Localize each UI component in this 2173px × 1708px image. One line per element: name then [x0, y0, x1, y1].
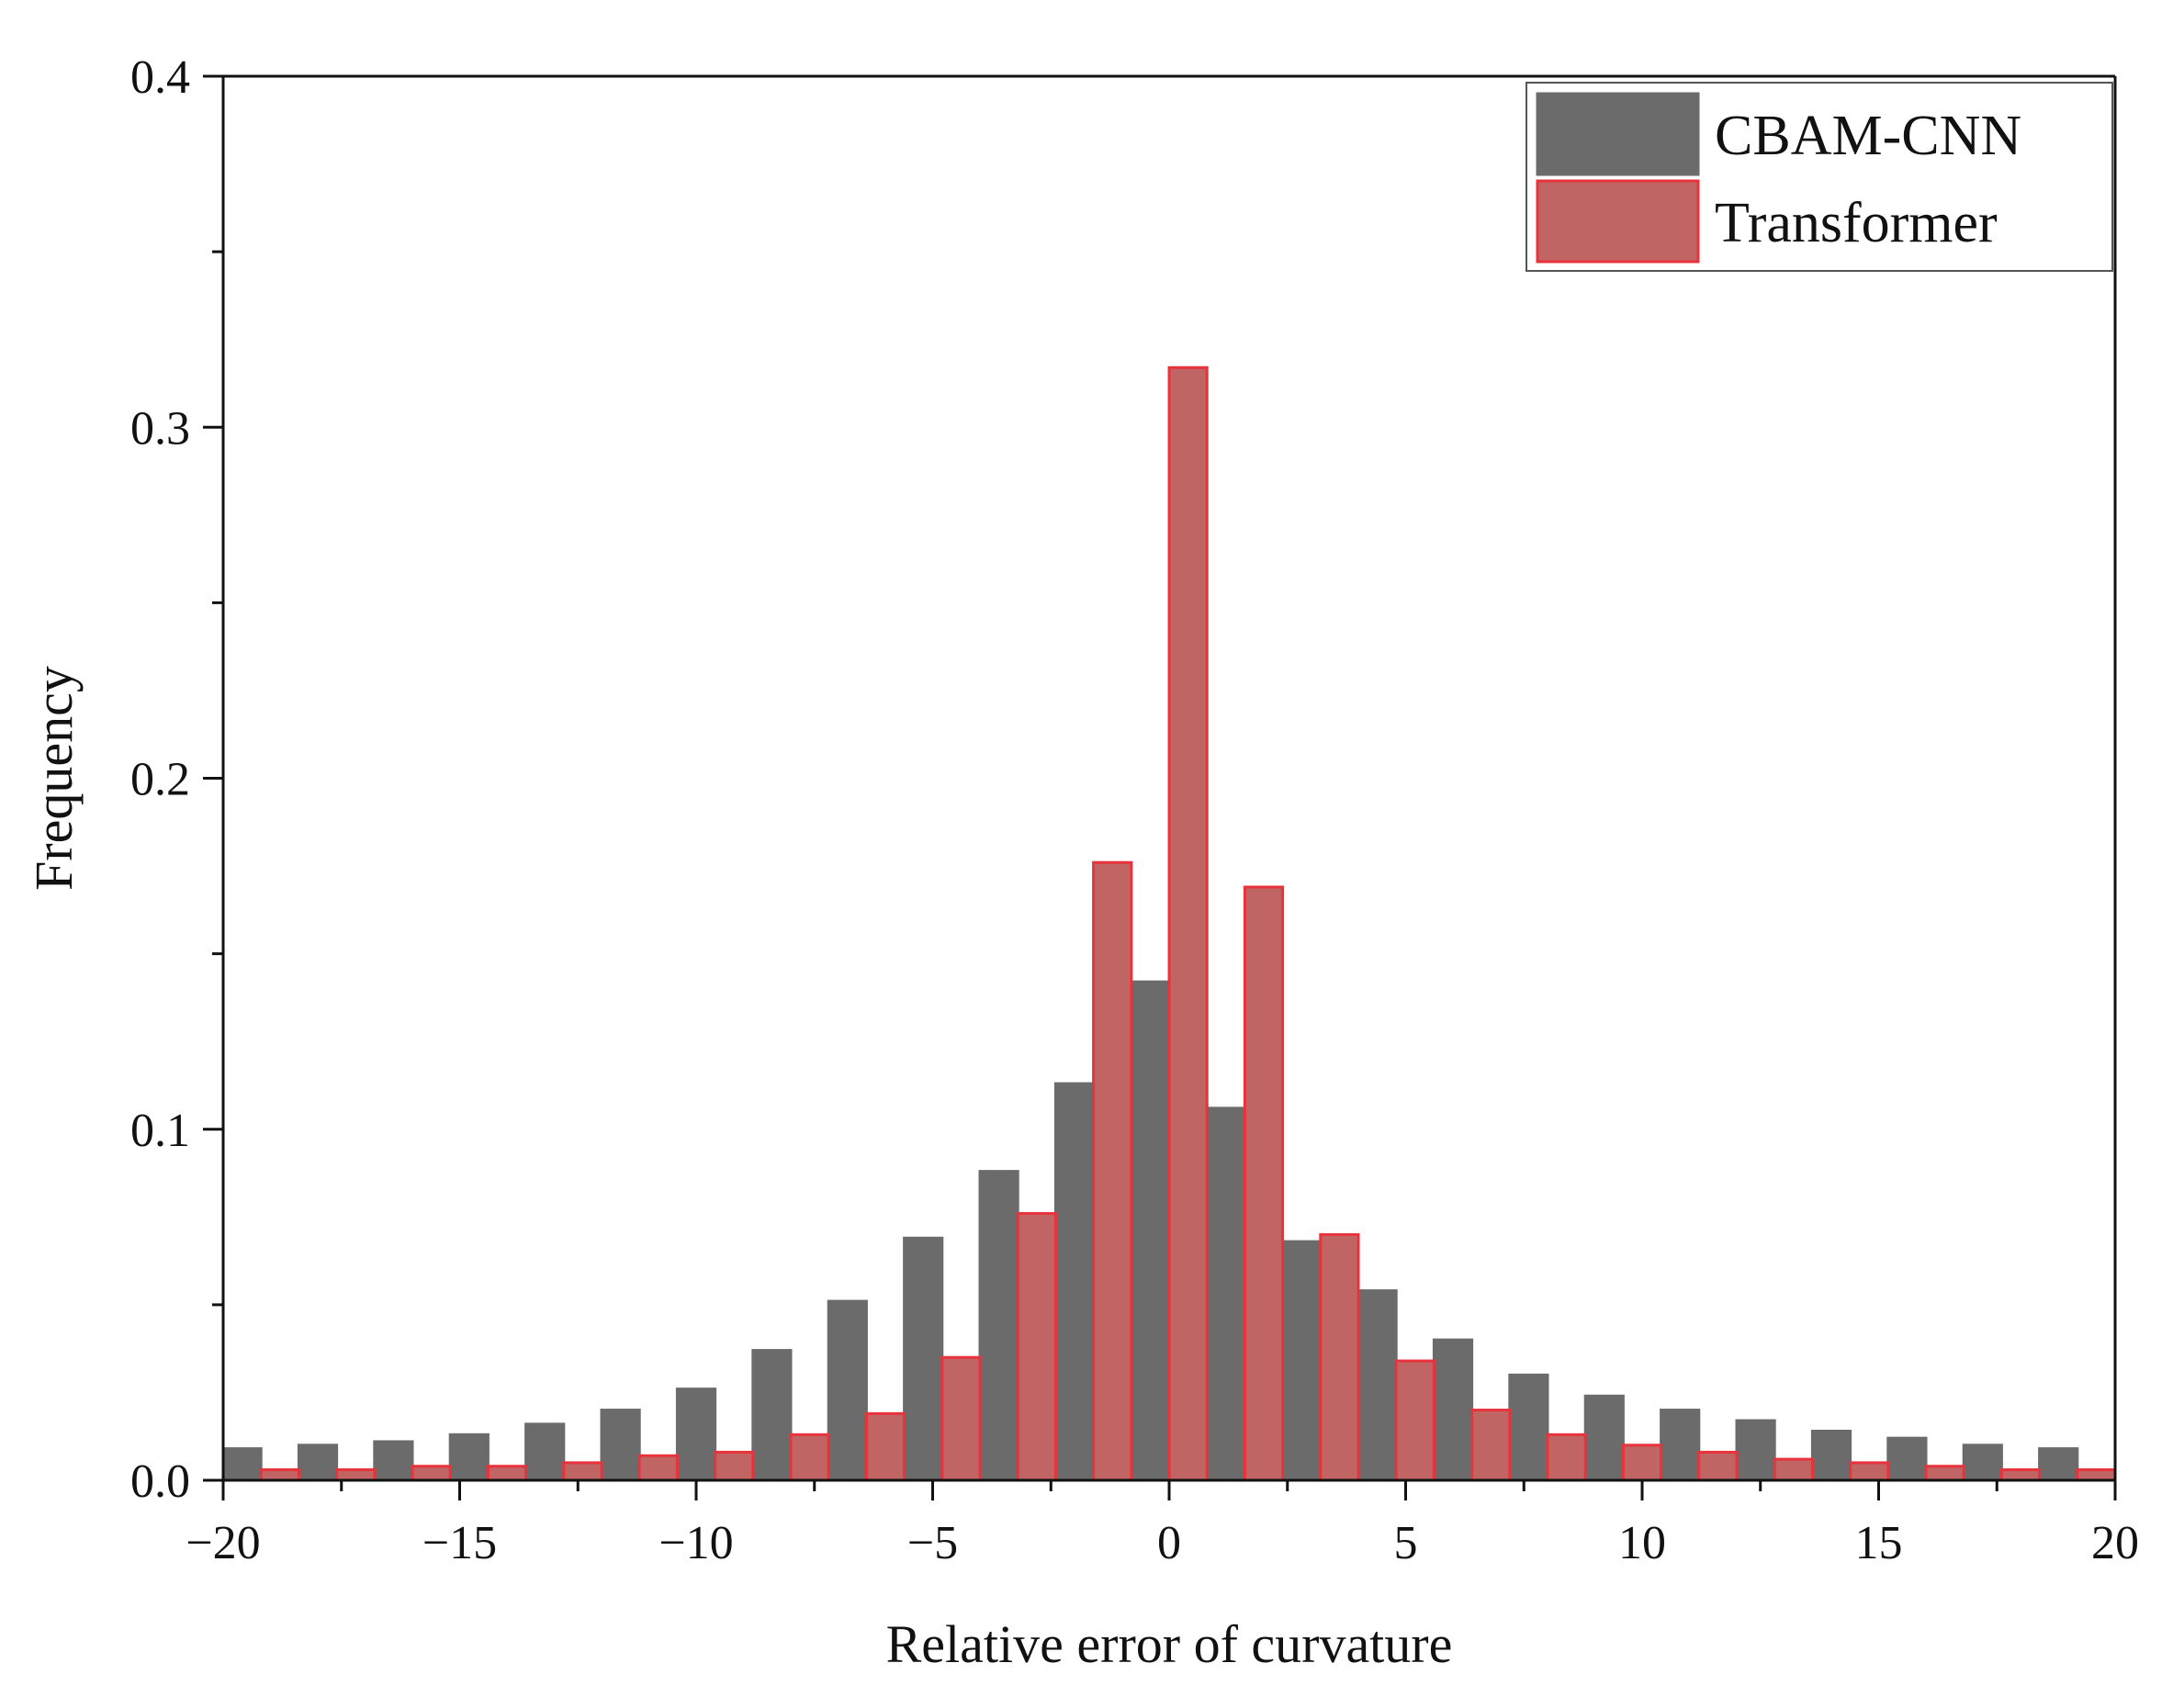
x-tick-label: 0: [1157, 1517, 1181, 1569]
legend-label-cbam-cnn: CBAM-CNN: [1715, 105, 2021, 167]
bar-transformer-21: [1849, 1461, 1890, 1482]
bar-transformer-20: [1773, 1457, 1814, 1482]
bar-transformer-8: [864, 1411, 906, 1482]
y-axis-title: Frequency: [24, 666, 84, 891]
bar-transformer-6: [714, 1450, 755, 1482]
bar-cbam-cnn-18: [1583, 1394, 1625, 1482]
y-tick-label: 0.4: [130, 51, 190, 104]
bar-transformer-10: [1016, 1211, 1057, 1482]
bar-transformer-17: [1546, 1433, 1587, 1482]
bar-transformer-4: [562, 1461, 603, 1482]
legend-swatch-cbam-cnn: [1536, 92, 1700, 176]
bar-transformer-11: [1092, 860, 1133, 1482]
bar-cbam-cnn-5: [600, 1409, 641, 1482]
bar-transformer-7: [789, 1433, 830, 1482]
bar-cbam-cnn-7: [751, 1349, 793, 1482]
bar-transformer-19: [1697, 1450, 1739, 1482]
bar-transformer-23: [1999, 1468, 2042, 1482]
x-tick-label: 10: [1618, 1517, 1666, 1569]
bar-cbam-cnn-23: [1962, 1444, 2003, 1482]
bar-cbam-cnn-1: [297, 1444, 339, 1482]
bar-cbam-cnn-22: [1886, 1436, 1928, 1482]
bar-cbam-cnn-13: [1205, 1107, 1246, 1482]
bar-cbam-cnn-12: [1130, 980, 1171, 1482]
y-tick-label: 0.0: [130, 1455, 190, 1508]
bar-transformer-3: [486, 1465, 528, 1482]
x-tick-label: −5: [907, 1517, 958, 1569]
bar-cbam-cnn-0: [221, 1447, 263, 1482]
bar-transformer-1: [335, 1468, 377, 1482]
bar-cbam-cnn-14: [1281, 1240, 1323, 1482]
legend-label-transformer: Transformer: [1715, 192, 1998, 254]
bar-cbam-cnn-16: [1432, 1338, 1474, 1482]
bar-cbam-cnn-21: [1810, 1429, 1852, 1482]
bar-cbam-cnn-24: [2038, 1447, 2079, 1482]
bar-cbam-cnn-15: [1357, 1289, 1398, 1482]
bar-transformer-0: [259, 1468, 300, 1482]
bar-cbam-cnn-11: [1053, 1082, 1096, 1482]
bar-cbam-cnn-19: [1660, 1409, 1701, 1482]
bar-cbam-cnn-17: [1508, 1373, 1549, 1482]
y-tick-label: 0.2: [130, 754, 190, 806]
bar-cbam-cnn-10: [978, 1170, 1019, 1482]
axes-layer: −20 −15 −10 −5 0 5 10 15 20 0.0 0.1 0.2 0.3 0.4: [130, 51, 2139, 1569]
bar-cbam-cnn-2: [373, 1440, 414, 1482]
bar-transformer-9: [940, 1355, 982, 1482]
bar-cbam-cnn-6: [675, 1388, 717, 1482]
x-tick-label: −10: [659, 1517, 733, 1569]
x-tick-label: −20: [186, 1517, 260, 1569]
bar-transformer-22: [1924, 1465, 1965, 1482]
bar-transformer-16: [1470, 1409, 1512, 1482]
bars-layer: [221, 365, 2117, 1482]
bar-transformer-18: [1621, 1444, 1663, 1482]
bar-transformer-24: [2076, 1468, 2117, 1482]
bar-transformer-2: [411, 1465, 452, 1482]
x-axis-title: Relative error of curvature: [886, 1614, 1453, 1674]
bar-cbam-cnn-4: [524, 1422, 566, 1482]
y-tick-label: 0.1: [130, 1105, 190, 1157]
bar-transformer-14: [1319, 1232, 1360, 1482]
bar-transformer-15: [1394, 1359, 1436, 1482]
legend: CBAM-CNN Transformer: [1526, 82, 2113, 272]
x-tick-label: 5: [1394, 1517, 1418, 1569]
bar-transformer-5: [637, 1454, 679, 1482]
bar-transformer-13: [1243, 885, 1285, 1482]
y-tick-label: 0.3: [130, 402, 190, 455]
bar-cbam-cnn-3: [448, 1433, 490, 1482]
x-tick-label: 20: [2091, 1517, 2139, 1569]
bar-cbam-cnn-9: [903, 1236, 944, 1482]
x-tick-label: −15: [422, 1517, 497, 1569]
x-tick-label: 15: [1855, 1517, 1903, 1569]
bar-transformer-12: [1167, 365, 1209, 1482]
bar-cbam-cnn-20: [1735, 1419, 1776, 1482]
legend-swatch-transformer: [1536, 179, 1700, 264]
bar-cbam-cnn-8: [827, 1299, 868, 1482]
